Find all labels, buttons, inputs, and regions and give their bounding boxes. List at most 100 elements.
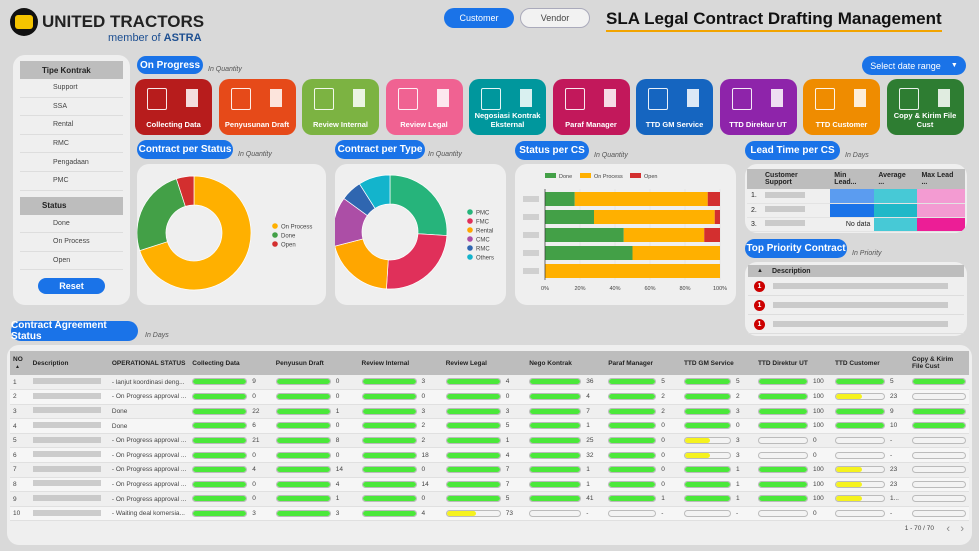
progress-bar <box>361 437 417 445</box>
agreement-sub: In Days <box>145 332 169 339</box>
type-filter-option[interactable]: SSA <box>20 98 123 117</box>
column-header[interactable]: Review Legal <box>442 351 527 375</box>
status-filter-option[interactable]: Open <box>20 252 123 271</box>
stage-card[interactable]: Collecting Data <box>135 79 212 135</box>
stage-card[interactable]: TTD Direktur UT <box>719 79 797 135</box>
progress-fill <box>362 379 416 385</box>
stage-card[interactable]: Review Internal <box>302 79 379 135</box>
progress-fill <box>276 496 330 502</box>
lead-time-column-header[interactable]: Max Lead ... <box>917 169 965 189</box>
stage-card[interactable]: Review Legal <box>385 79 463 135</box>
stage-card[interactable]: Penyusunan Draft <box>218 79 296 135</box>
table-row[interactable]: 1 - lanjut koordinasi deng... 9 0 3 4 36 5 5 100 5 <box>10 375 969 391</box>
stage-card[interactable]: Negosiasi Kontrak Eksternal <box>469 79 546 135</box>
stage-count <box>269 89 282 107</box>
bar-done[interactable] <box>545 228 624 242</box>
table-row[interactable]: 4 Done 6 0 2 5 1 0 0 100 10 <box>10 418 969 434</box>
table-row[interactable]: 5- On Progress approval ... 21 8 2 1 25 0 3 0- <box>10 433 969 449</box>
bar-open[interactable] <box>704 228 720 242</box>
bar-done[interactable] <box>545 192 575 206</box>
lead-time-column-header[interactable]: Customer Support <box>761 169 831 189</box>
column-header[interactable]: Description <box>29 351 109 375</box>
stage-card[interactable]: Paraf Manager <box>552 79 630 135</box>
bar-on-process[interactable] <box>545 264 720 278</box>
donut-slice-on-process[interactable] <box>139 175 252 291</box>
column-header[interactable]: TTD GM Service <box>680 351 755 375</box>
type-filter-option[interactable]: Rental <box>20 116 123 135</box>
bar-done[interactable] <box>545 210 594 224</box>
table-row[interactable]: 9 - On Progress approval ... 0 1 0 5 41 1 1 100 1.… <box>10 491 969 507</box>
lead-time-column-header[interactable]: Min Lead... <box>830 169 875 189</box>
stage-days: 1 <box>505 437 510 445</box>
donut-slice-others[interactable] <box>358 174 391 209</box>
bar-on-process[interactable] <box>632 246 721 260</box>
stage-days: - <box>889 451 893 459</box>
donut-slice-done[interactable] <box>136 178 186 252</box>
customer-toggle[interactable]: Customer <box>444 8 514 28</box>
donut-slice-pmc[interactable] <box>389 174 448 236</box>
next-page-button[interactable]: › <box>960 523 964 535</box>
column-header[interactable]: Review Internal <box>358 351 443 375</box>
prev-page-button[interactable]: ‹ <box>946 523 950 535</box>
donut-slice-fmc[interactable] <box>386 233 448 290</box>
status-filter-option[interactable]: On Process <box>20 233 123 252</box>
stage-progress-cell: 25 <box>526 433 606 449</box>
bar-on-process[interactable] <box>594 210 715 224</box>
stage-days: 1 <box>661 495 665 503</box>
stage-card[interactable]: TTD Customer <box>803 79 880 135</box>
stage-progress-cell: 73 <box>442 506 527 522</box>
stage-progress-cell: 4 <box>442 447 527 464</box>
vendor-toggle[interactable]: Vendor <box>520 8 590 28</box>
ut-logo-icon <box>10 8 38 36</box>
lead-time-column-header[interactable]: Average ... <box>874 169 918 189</box>
column-header[interactable]: Paraf Manager <box>605 351 681 375</box>
column-header[interactable]: Collecting Data <box>189 351 273 375</box>
type-filter-option[interactable]: PMC <box>20 172 123 191</box>
priority-row[interactable]: 1 <box>748 296 964 315</box>
table-row[interactable]: 10 - Waiting deal komersia... 3 3 4 73 - - - 0 - <box>10 506 969 522</box>
bar-on-process[interactable] <box>574 192 708 206</box>
progress-fill <box>609 496 656 502</box>
document-icon <box>481 88 501 110</box>
table-row[interactable]: 3 Done 22 1 3 3 7 2 3 100 9 <box>10 404 969 420</box>
reset-button[interactable]: Reset <box>38 278 105 295</box>
column-header[interactable]: Penyusun Draft <box>272 351 359 375</box>
priority-row[interactable]: 1 <box>748 277 964 296</box>
donut-slice-open[interactable] <box>175 175 195 207</box>
stage-count <box>603 89 616 107</box>
priority-row[interactable]: 1 <box>748 315 964 334</box>
type-filter-option[interactable]: Pengadaan <box>20 153 123 172</box>
type-filter-title: Tipe Kontrak <box>20 61 123 79</box>
progress-fill <box>193 481 247 487</box>
bar-open[interactable] <box>707 192 720 206</box>
status-filter-option[interactable]: Done <box>20 215 123 234</box>
table-row[interactable]: 2 - On Progress approval ... 0 0 0 0 4 2 2 100 23 <box>10 389 969 405</box>
table-row[interactable]: 8 - On Progress approval ... 0 4 14 7 1 0 1 100 23 <box>10 477 969 493</box>
type-filter-option[interactable]: Support <box>20 79 123 98</box>
column-header[interactable]: TTD Direktur UT <box>754 351 832 375</box>
legend-label: CMC <box>476 237 490 243</box>
column-header[interactable]: TTD Customer <box>831 351 909 375</box>
bar-done[interactable] <box>545 246 633 260</box>
column-header[interactable]: Nego Kontrak <box>526 351 606 375</box>
stage-progress-cell <box>909 462 969 478</box>
lead-time-avg <box>874 217 918 232</box>
column-header[interactable]: OPERATIONAL STATUS <box>108 351 190 375</box>
stage-card[interactable]: TTD GM Service <box>636 79 713 135</box>
table-row[interactable]: 6 - On Progress approval ... 0 0 18 4 32 0 3 0 - <box>10 447 969 464</box>
progress-fill <box>684 467 730 473</box>
date-range-select[interactable]: Select date range ▼ <box>862 56 966 75</box>
donut-slice-rental[interactable] <box>334 238 389 290</box>
lead-time-column-header[interactable] <box>747 169 761 189</box>
table-row[interactable]: 7 - On Progress approval ... 4 14 0 7 1 0 1 100 23 <box>10 462 969 478</box>
column-header[interactable]: Copy & Kirim File Cust <box>909 351 969 375</box>
stage-card[interactable]: Copy & Kirim File Cust <box>886 79 964 135</box>
stage-days: 0 <box>335 451 340 459</box>
progress-bar <box>912 510 966 518</box>
bar-open[interactable] <box>714 210 720 224</box>
column-header[interactable]: NO ▲ <box>10 351 30 375</box>
type-filter-option[interactable]: RMC <box>20 135 123 154</box>
bar-on-process[interactable] <box>623 228 705 242</box>
stage-days: 100 <box>812 480 824 488</box>
progress-bar <box>192 378 248 386</box>
